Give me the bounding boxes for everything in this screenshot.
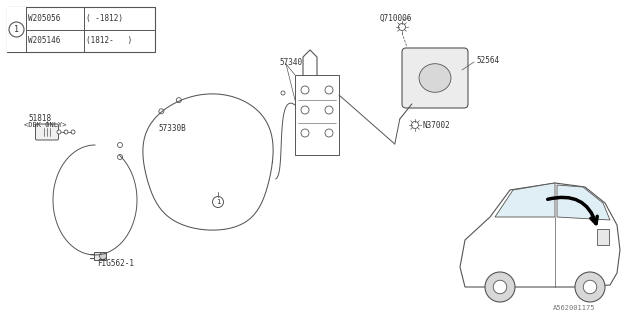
- Circle shape: [325, 86, 333, 94]
- FancyBboxPatch shape: [402, 48, 468, 108]
- Text: W205146: W205146: [28, 36, 60, 45]
- Text: N37002: N37002: [422, 121, 450, 130]
- Circle shape: [9, 22, 24, 37]
- Circle shape: [118, 142, 122, 148]
- Text: <DBK ONLY>: <DBK ONLY>: [24, 122, 67, 128]
- Polygon shape: [460, 183, 620, 287]
- Text: A562001175: A562001175: [553, 305, 595, 311]
- Text: 1: 1: [14, 25, 19, 34]
- Circle shape: [301, 86, 309, 94]
- Circle shape: [71, 130, 75, 134]
- Ellipse shape: [419, 64, 451, 92]
- Text: 57340: 57340: [279, 58, 302, 67]
- Bar: [94, 252, 106, 260]
- Text: 51818: 51818: [28, 114, 51, 123]
- Circle shape: [99, 252, 106, 260]
- Circle shape: [177, 98, 181, 103]
- Circle shape: [159, 109, 164, 114]
- Circle shape: [64, 130, 68, 134]
- Circle shape: [412, 122, 419, 129]
- Circle shape: [118, 155, 122, 159]
- Circle shape: [583, 280, 596, 294]
- Circle shape: [399, 23, 406, 30]
- Circle shape: [301, 129, 309, 137]
- Circle shape: [57, 130, 61, 134]
- Bar: [7, 7, 155, 52]
- Polygon shape: [495, 183, 555, 217]
- Circle shape: [493, 280, 507, 294]
- Text: (1812-   ): (1812- ): [86, 36, 132, 45]
- Text: 1: 1: [216, 199, 220, 205]
- Circle shape: [301, 106, 309, 114]
- Text: Q710006: Q710006: [380, 13, 412, 22]
- Circle shape: [325, 129, 333, 137]
- FancyBboxPatch shape: [35, 124, 58, 140]
- Text: ( -1812): ( -1812): [86, 14, 123, 23]
- Bar: [7, 7, 26, 52]
- Polygon shape: [557, 185, 610, 220]
- Text: 52564: 52564: [476, 55, 499, 65]
- Bar: [295, 75, 339, 155]
- Text: W205056: W205056: [28, 14, 60, 23]
- Bar: [597, 229, 609, 245]
- Circle shape: [212, 196, 223, 207]
- Circle shape: [485, 272, 515, 302]
- Text: 57330B: 57330B: [158, 124, 186, 132]
- Circle shape: [281, 91, 285, 95]
- Circle shape: [575, 272, 605, 302]
- Text: FIG562-1: FIG562-1: [97, 259, 134, 268]
- Circle shape: [325, 106, 333, 114]
